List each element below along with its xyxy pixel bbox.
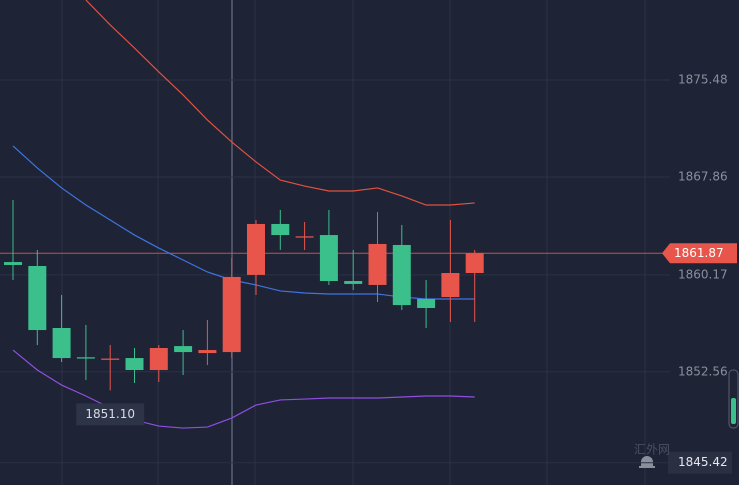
y-tick-label: 1867.86 bbox=[678, 169, 728, 183]
candle-body bbox=[125, 358, 144, 371]
candle-body bbox=[28, 265, 47, 331]
candle-body bbox=[271, 223, 290, 236]
candle-body bbox=[76, 357, 95, 359]
price-tag-label: 1861.87 bbox=[674, 246, 724, 260]
y-tick-label: 1845.42 bbox=[678, 455, 728, 469]
band-line bbox=[85, 0, 475, 206]
candle-body bbox=[465, 253, 484, 273]
y-tick-label: 1875.48 bbox=[678, 72, 728, 86]
candle-body bbox=[441, 272, 460, 298]
candle-body bbox=[4, 262, 22, 265]
candle-body bbox=[392, 244, 411, 306]
price-tag bbox=[662, 243, 737, 264]
candle-body bbox=[174, 346, 193, 353]
candle-body bbox=[344, 281, 363, 284]
candle-body bbox=[101, 358, 120, 360]
y-tick-label: 1852.56 bbox=[678, 364, 728, 378]
candle-body bbox=[247, 223, 265, 275]
candle-body bbox=[222, 276, 241, 353]
candle-body bbox=[198, 350, 217, 354]
candle-body bbox=[149, 347, 168, 371]
tick-box bbox=[668, 451, 732, 474]
slider[interactable] bbox=[728, 369, 739, 429]
low-marker-box bbox=[76, 403, 145, 426]
candle-body bbox=[368, 243, 387, 285]
low-marker-label: 1851.10 bbox=[85, 407, 135, 421]
y-tick-label: 1860.17 bbox=[678, 267, 728, 281]
bell-icon[interactable] bbox=[639, 456, 655, 468]
band-line bbox=[12, 349, 475, 429]
watermark: 汇外网 bbox=[634, 443, 670, 457]
candle-body bbox=[319, 235, 338, 282]
candle-body bbox=[52, 328, 71, 359]
candle-body bbox=[295, 236, 314, 238]
candle-body bbox=[417, 298, 436, 309]
